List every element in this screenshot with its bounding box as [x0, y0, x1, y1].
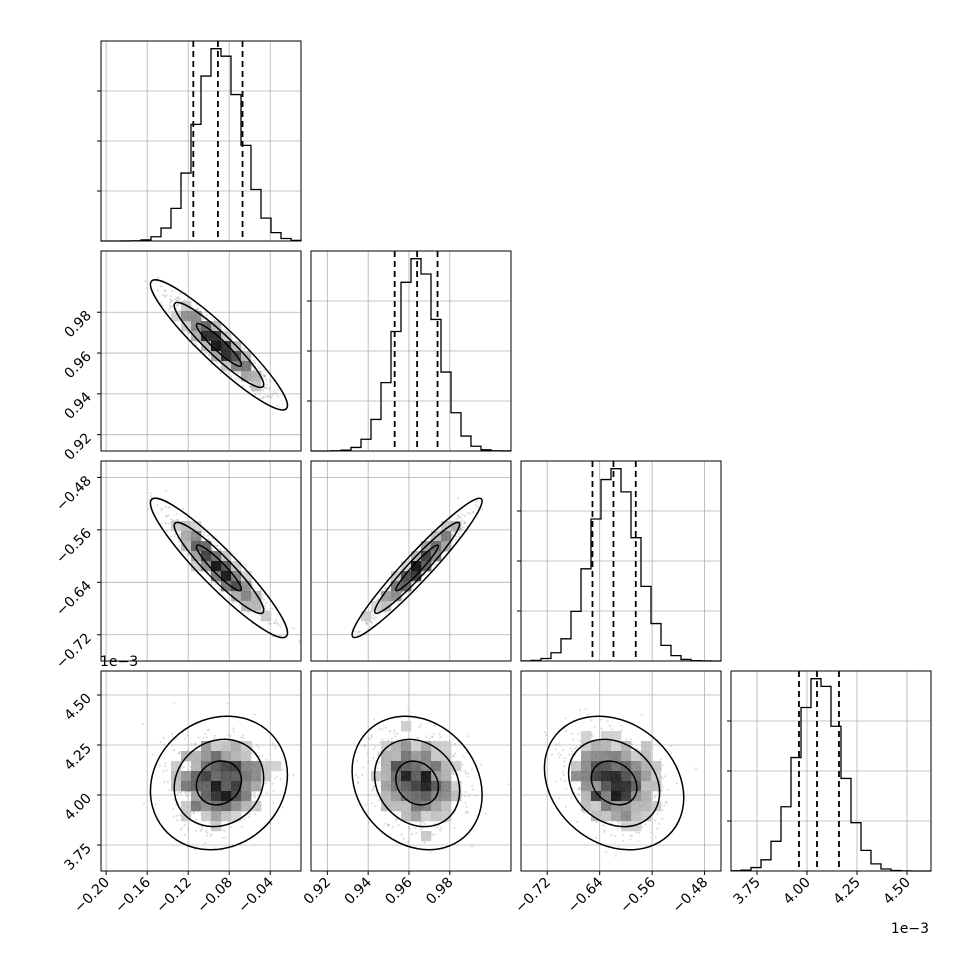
- x-tick-label: −0.20: [71, 875, 113, 917]
- panel-frame: [310, 670, 512, 872]
- y-tick-label: 4.00: [61, 791, 94, 824]
- panel-frame: [730, 670, 932, 872]
- x-tick-label: 4.25: [830, 875, 863, 908]
- histogram-2: [520, 468, 722, 662]
- panel-frame: [100, 460, 302, 662]
- density-cells: [171, 521, 272, 622]
- y-tick-label: 0.92: [61, 430, 94, 463]
- x-tick-label: −0.64: [565, 874, 607, 916]
- y-tick-label: −0.48: [53, 473, 95, 515]
- panel-frame: [520, 460, 722, 662]
- scatter-panel-2-0: [100, 460, 302, 662]
- x-tick-label: 4.00: [780, 875, 813, 908]
- contour-level-0: [195, 322, 243, 367]
- panel-frame: [310, 460, 512, 662]
- y-tick-label: 0.98: [61, 308, 94, 341]
- contour-level-1: [373, 521, 461, 615]
- scatter-panel-3-2: [520, 670, 722, 872]
- x-axis-1: 0.92 0.94 0.96 0.98: [301, 871, 457, 908]
- y-tick-label: −0.72: [53, 630, 95, 672]
- histogram-3: [730, 678, 932, 872]
- contour-level-0: [195, 544, 243, 592]
- contour-level-1: [173, 521, 265, 615]
- contour-level-2: [543, 715, 685, 851]
- contour-level-2: [149, 715, 289, 851]
- contour-level-0: [590, 760, 638, 806]
- panel-frame: [520, 670, 722, 872]
- x-axis-offset-label: 1e−3: [891, 921, 929, 937]
- contour-level-2: [351, 497, 483, 639]
- y-tick-label: 3.75: [61, 841, 94, 874]
- x-tick-label: −0.04: [235, 874, 277, 916]
- x-axis-2: −0.72 −0.64 −0.56 −0.48: [512, 871, 711, 916]
- x-tick-label: −0.56: [617, 874, 659, 916]
- x-tick-label: −0.08: [194, 875, 236, 917]
- scatter-panel-1-0: [100, 250, 302, 452]
- scatter-panel-3-1: [310, 670, 512, 872]
- y-tick-label: −0.56: [53, 525, 95, 567]
- panel-frame: [310, 250, 512, 452]
- x-axis-3: 3.75 4.00 4.25 4.50: [730, 871, 914, 908]
- x-tick-label: −0.16: [112, 874, 154, 916]
- histogram-panel-3: [727, 670, 932, 872]
- contour-level-1: [173, 301, 265, 389]
- y-axis-1: 0.92 0.94 0.96 0.98: [61, 308, 101, 464]
- contour-level-0: [395, 544, 440, 592]
- panel-frame: [100, 40, 302, 242]
- y-axis-offset-label: 1e−3: [100, 654, 138, 670]
- contour-level-1: [373, 738, 461, 828]
- x-tick-label: 4.50: [880, 875, 913, 908]
- contour-level-0: [395, 760, 440, 806]
- histogram-panel-1: [307, 250, 512, 452]
- contour-level-1: [567, 738, 661, 828]
- y-axis-2: −0.72 −0.64 −0.56 −0.48: [53, 473, 101, 672]
- histogram-panel-0: [97, 40, 302, 242]
- contour-level-2: [149, 497, 289, 639]
- contour-level-0: [195, 760, 243, 806]
- x-tick-label: 0.92: [301, 875, 334, 908]
- y-tick-label: 4.50: [61, 691, 94, 724]
- y-tick-label: 0.94: [61, 389, 94, 422]
- x-tick-label: −0.12: [153, 875, 195, 917]
- x-tick-label: 0.98: [423, 875, 456, 908]
- density-cells: [171, 301, 262, 392]
- x-tick-label: −0.72: [512, 875, 554, 917]
- panel-frame: [100, 670, 302, 872]
- contour-level-2: [351, 715, 483, 851]
- histogram-0: [100, 48, 302, 242]
- histogram-1: [310, 258, 512, 452]
- x-tick-label: −0.48: [670, 875, 712, 917]
- contour-level-2: [149, 279, 289, 411]
- y-tick-label: −0.64: [53, 578, 95, 620]
- density-cells: [571, 731, 662, 832]
- scatter-panel-2-1: [310, 460, 512, 662]
- scatter-panel-3-0: [100, 670, 302, 872]
- x-tick-label: 0.94: [342, 874, 375, 907]
- x-axis-0: −0.20 −0.16 −0.12 −0.08 −0.04: [71, 871, 277, 916]
- histogram-panel-2: [517, 460, 722, 662]
- x-tick-label: 3.75: [730, 875, 763, 908]
- panel-frame: [100, 250, 302, 452]
- x-tick-label: 0.96: [382, 874, 415, 907]
- y-tick-label: 0.96: [61, 348, 94, 381]
- y-tick-label: 4.25: [61, 741, 94, 774]
- y-axis-3: 3.75 4.00 4.25 4.50: [61, 691, 101, 874]
- contour-level-1: [173, 738, 265, 828]
